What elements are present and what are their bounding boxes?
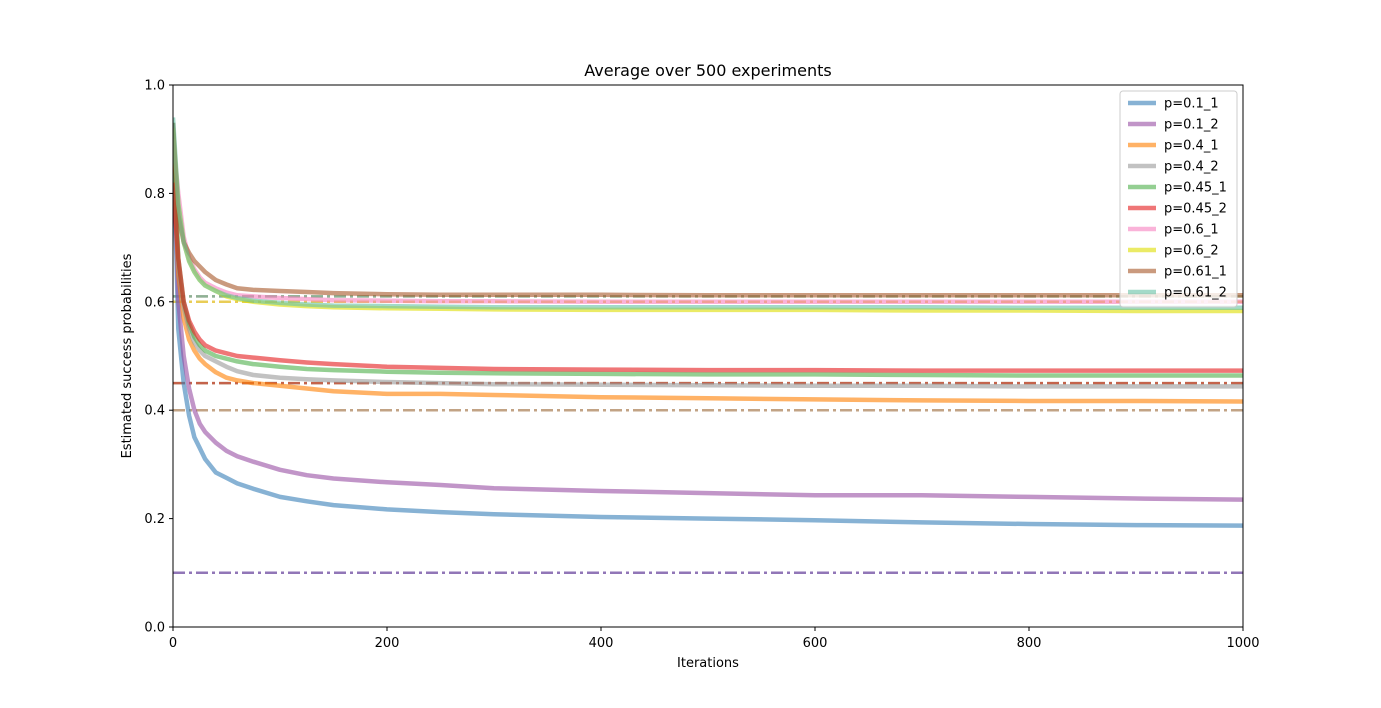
plot-area xyxy=(172,84,1244,628)
y-tick-label: 0.2 xyxy=(144,512,165,527)
legend-label-p-0-4-2: p=0.4_2 xyxy=(1164,160,1219,175)
y-tick-label: 0.0 xyxy=(144,621,165,636)
legend-label-p-0-61-1: p=0.61_1 xyxy=(1164,265,1227,280)
series-line-p-0-4-2 xyxy=(173,139,1243,389)
x-tick-label: 0 xyxy=(169,636,177,651)
y-tick-label: 0.6 xyxy=(144,295,165,310)
y-axis: 0.0 0.2 0.4 0.6 0.8 1.0 xyxy=(144,79,173,636)
y-tick-label: 0.8 xyxy=(144,187,165,202)
series-line-p-0-61-2 xyxy=(173,117,1243,311)
x-tick-label: 800 xyxy=(1017,636,1042,651)
x-tick-label: 400 xyxy=(589,636,614,651)
legend-label-p-0-1-1: p=0.1_1 xyxy=(1164,97,1219,112)
legend: p=0.1_1 p=0.1_2 p=0.4_1 p=0.4_2 p=0.45_1 p=0.… xyxy=(1119,90,1238,308)
y-tick-label: 0.4 xyxy=(144,404,165,419)
series-line-p-0-45-1 xyxy=(173,122,1243,378)
x-tick-label: 600 xyxy=(803,636,828,651)
legend-label-p-0-1-2: p=0.1_2 xyxy=(1164,118,1219,133)
series-line-p-0-45-2 xyxy=(173,182,1243,373)
plot-frame xyxy=(172,84,1244,628)
series-line-p-0-4-1 xyxy=(173,139,1243,404)
x-axis-label: Iterations xyxy=(677,656,739,671)
legend-label-p-0-6-1: p=0.6_1 xyxy=(1164,223,1219,238)
x-tick-label: 200 xyxy=(375,636,400,651)
series-line-p-0-61-1 xyxy=(173,122,1243,298)
legend-label-p-0-61-2: p=0.61_2 xyxy=(1164,286,1227,301)
series-line-p-0-1-2 xyxy=(173,122,1243,502)
legend-label-p-0-45-1: p=0.45_1 xyxy=(1164,181,1227,196)
legend-label-p-0-4-1: p=0.4_1 xyxy=(1164,139,1219,154)
x-axis: 0 200 400 600 800 1000 xyxy=(169,627,1260,651)
legend-label-p-0-6-2: p=0.6_2 xyxy=(1164,244,1219,259)
legend-label-p-0-45-2: p=0.45_2 xyxy=(1164,202,1227,217)
series-line-p-0-1-1 xyxy=(173,128,1243,528)
chart-title: Average over 500 experiments xyxy=(584,61,831,80)
x-tick-label: 1000 xyxy=(1226,636,1259,651)
y-tick-label: 1.0 xyxy=(144,79,165,94)
y-axis-label: Estimated success probabilities xyxy=(120,253,135,458)
series-lines xyxy=(173,117,1243,528)
